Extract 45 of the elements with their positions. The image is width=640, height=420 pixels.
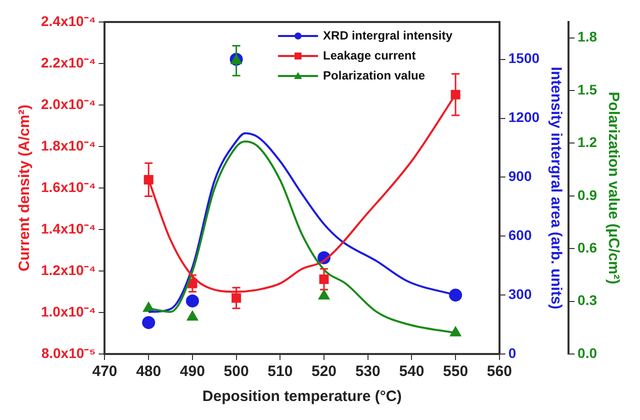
y-tick-label: 8.0x10⁻⁵ — [41, 344, 96, 361]
x-tick-label: 500 — [224, 363, 249, 380]
y2-tick-label: 1500 — [508, 50, 540, 66]
y2-tick-label: 300 — [508, 286, 532, 302]
y-axis-title: Current density (A/cm²) — [16, 104, 34, 272]
y-tick-label: 2.2x10⁻⁴ — [40, 54, 96, 70]
point — [318, 290, 330, 300]
point — [450, 326, 462, 336]
x-tick-label: 480 — [136, 363, 162, 380]
x-tick-label: 510 — [268, 363, 293, 380]
legend-label: Leakage current — [323, 48, 416, 62]
y-tick-label: 1.0x10⁻⁴ — [40, 303, 96, 320]
y2-tick-label: 900 — [508, 168, 532, 184]
point — [186, 310, 198, 321]
x-axis-title: Deposition temperature (°C) — [202, 388, 402, 406]
point — [186, 294, 199, 308]
x-tick-label: 520 — [311, 363, 337, 380]
y2-tick-label: 0 — [508, 344, 516, 361]
y-tick-label: 1.4x10⁻⁴ — [40, 220, 96, 236]
point — [449, 288, 462, 302]
y-tick-label: 1.8x10⁻⁴ — [40, 137, 96, 154]
x-tick-label: 540 — [399, 363, 424, 380]
y3-tick-label: 1.8 — [578, 28, 598, 45]
x-tick-label: 470 — [92, 363, 118, 380]
y3-tick-label: 0.9 — [578, 186, 598, 203]
x-tick-label: 530 — [355, 363, 380, 380]
y3-tick-label: 0.3 — [578, 292, 598, 308]
y-tick-label: 2.4x10⁻⁴ — [40, 12, 96, 29]
y-tick-label: 1.2x10⁻⁴ — [40, 262, 96, 278]
y-tick-label: 1.6x10⁻⁴ — [40, 178, 96, 195]
x-tick-label: 560 — [486, 363, 512, 380]
y3-tick-label: 0.0 — [578, 344, 598, 361]
y3-axis-title: Polarization value (μC/cm²) — [604, 92, 622, 284]
y2-tick-label: 600 — [508, 226, 532, 243]
legend-label: XRD intergral intensity — [323, 28, 453, 42]
y2-axis-title: Intensity intergral area (arb. units) — [547, 66, 564, 310]
y2-tick-label: 1200 — [508, 109, 540, 126]
y3-tick-label: 1.5 — [578, 81, 598, 98]
y3-tick-label: 0.6 — [578, 239, 598, 256]
legend-label: Polarization value — [323, 68, 426, 82]
y-tick-label: 2.0x10⁻⁴ — [40, 96, 96, 112]
point — [142, 316, 156, 330]
y3-tick-label: 1.2 — [578, 134, 598, 150]
x-tick-label: 490 — [180, 363, 205, 380]
x-tick-label: 550 — [443, 363, 468, 380]
